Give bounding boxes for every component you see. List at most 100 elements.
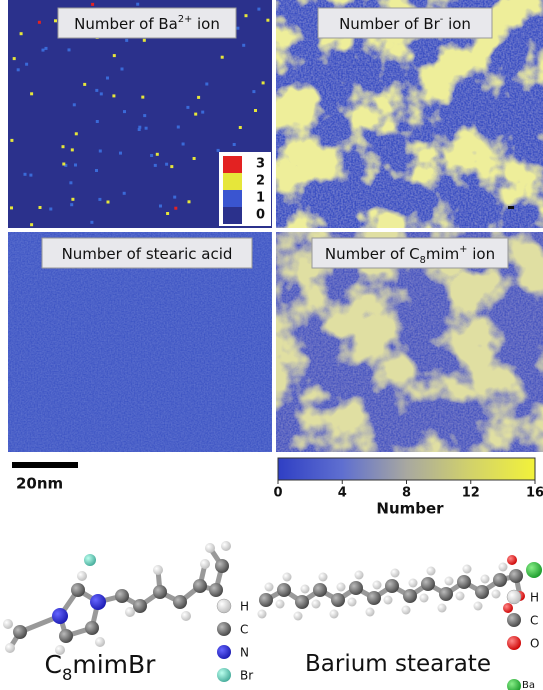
panel-title: Number of C8mim+ ion (325, 244, 495, 266)
ion-dot (182, 143, 185, 146)
text-part: ion (467, 245, 495, 263)
ion-dot (252, 90, 255, 93)
scale-label: 20nm (16, 475, 63, 493)
legend-label: 2 (256, 174, 265, 189)
text-part: 2+ (178, 14, 192, 25)
ion-dot (30, 92, 33, 95)
h-atom (409, 579, 418, 588)
ion-dot (45, 47, 48, 50)
marker (508, 206, 514, 209)
h-atom (463, 565, 472, 574)
panel-title: Number of Ba2+ ion (74, 14, 220, 33)
h-atom (391, 569, 400, 578)
text-part: Number of Br (339, 15, 441, 33)
h-atom (330, 610, 339, 619)
c-atom (349, 581, 363, 595)
h-atom (366, 608, 375, 617)
h-atom (294, 612, 303, 621)
c-atom (421, 577, 435, 591)
c-atom (331, 593, 345, 607)
ion-dot (245, 14, 248, 17)
molecule-name: Barium stearate (305, 651, 491, 677)
ion-dot (10, 139, 13, 142)
ion-dot (188, 200, 191, 203)
ion-dot (193, 157, 196, 160)
ion-dot (138, 128, 141, 131)
scale-bar (12, 462, 78, 468)
h-atom (373, 581, 382, 590)
text-part: Number of Ba (74, 15, 178, 33)
legend-label: 3 (256, 157, 265, 172)
ion-dot (83, 83, 86, 86)
ion-dot (205, 83, 208, 86)
ion-dot (186, 106, 189, 109)
ion-dot (95, 169, 98, 172)
ion-dot (165, 163, 168, 166)
text-part: ion (192, 15, 220, 33)
ion-dot (125, 39, 128, 42)
ion-dot (99, 150, 102, 153)
c-atom (385, 579, 399, 593)
legend-swatch (223, 207, 242, 224)
atom-label: C (530, 614, 538, 628)
h-atom (474, 602, 483, 611)
atom-label: O (530, 637, 539, 651)
colorbar-label: Number (376, 500, 444, 518)
c-atom (295, 595, 309, 609)
h-atom (337, 583, 346, 592)
ion-dot (68, 48, 71, 51)
h-atom (348, 598, 357, 607)
colorbar (278, 458, 535, 480)
ion-dot (39, 206, 42, 209)
ion-dot (242, 44, 245, 47)
ion-dot (49, 208, 52, 211)
c-atom (475, 585, 489, 599)
h-atom (276, 600, 285, 609)
ion-dot (254, 109, 257, 112)
ion-dot (217, 149, 220, 152)
ion-dot (136, 3, 139, 6)
h-atom (301, 585, 310, 594)
c-atom (457, 575, 471, 589)
c-atom (277, 583, 291, 597)
text-part: mimBr (72, 650, 156, 679)
atom-label: N (240, 646, 249, 660)
colorbar-tick-label: 4 (338, 486, 347, 501)
figure: Number of Ba2+ ion Number of Br- ion Num… (0, 0, 543, 690)
h-atom (481, 575, 490, 584)
ion-dot (141, 96, 144, 99)
c-atom (509, 569, 523, 583)
ion-dot (69, 181, 72, 184)
ion-dot (71, 148, 74, 151)
c-atom (313, 583, 327, 597)
legend-label: 1 (256, 191, 265, 206)
colorbar-ticks: 0481216 (273, 480, 543, 501)
h-atom (438, 604, 447, 613)
ion-dot (119, 152, 122, 155)
o-atom (507, 555, 517, 565)
h-atom (319, 573, 328, 582)
ion-dot (177, 126, 180, 129)
text-part: Number of stearic acid (62, 245, 233, 263)
h-atom (445, 577, 454, 586)
ion-dot (239, 126, 242, 129)
colorbar-tick-label: 12 (462, 486, 480, 501)
ion-dot (123, 110, 126, 113)
ion-dot (257, 8, 260, 11)
text-part: + (459, 244, 467, 255)
ion-dot (143, 114, 146, 117)
ion-dot (174, 207, 177, 210)
ion-dot (75, 132, 78, 135)
ion-dot (266, 19, 269, 22)
c-atom (403, 589, 417, 603)
ion-dot (173, 196, 176, 199)
ion-dot (159, 205, 162, 208)
h-atom (384, 596, 393, 605)
ion-dot (113, 54, 116, 57)
o-atom (503, 603, 513, 613)
h-atom (456, 592, 465, 601)
atom-label: Ba (522, 680, 535, 690)
legend-label: 0 (256, 208, 265, 223)
ba-atom (526, 562, 542, 578)
text-part: ion (443, 15, 471, 33)
